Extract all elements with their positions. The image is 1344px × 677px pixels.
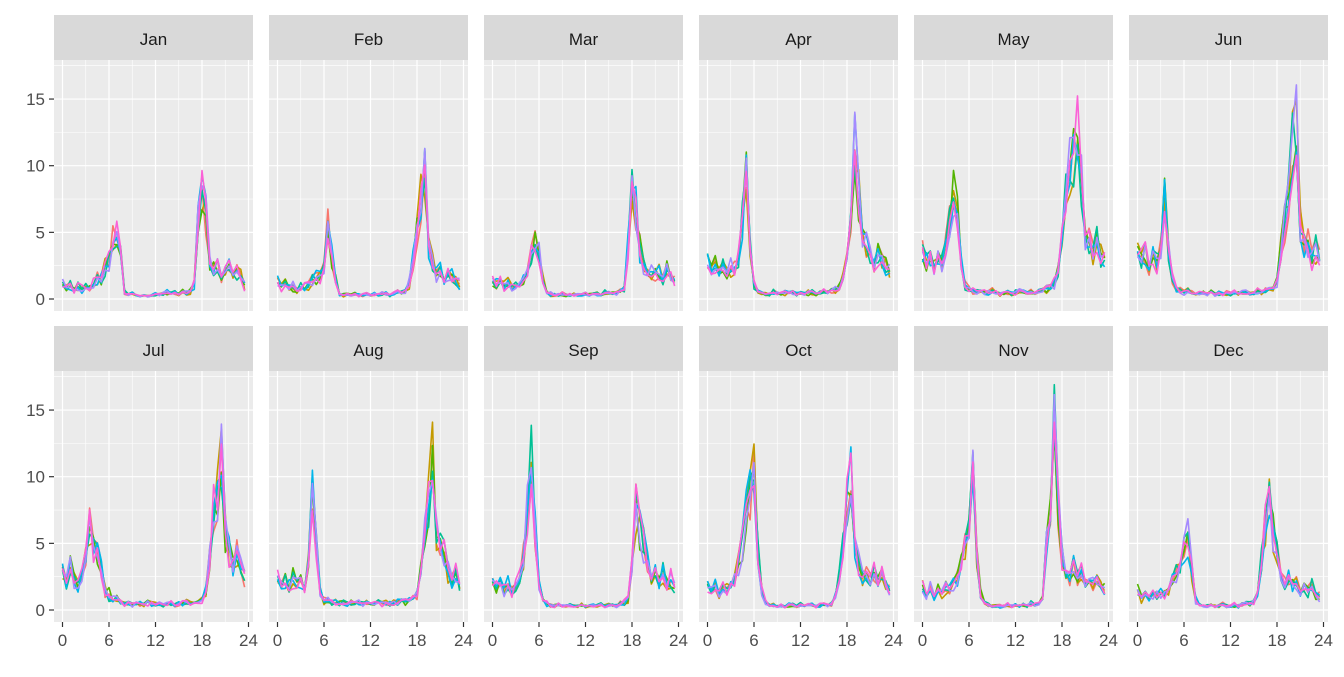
facet-strip xyxy=(914,15,1113,60)
x-tick-label: 18 xyxy=(838,631,857,650)
series-line-7 xyxy=(491,181,676,297)
series-line-7 xyxy=(276,164,461,298)
facet-strip xyxy=(484,326,683,371)
series-line-7 xyxy=(706,150,890,296)
facet-strip-label: Nov xyxy=(998,341,1029,360)
x-tick-label: 24 xyxy=(884,631,903,650)
y-tick-label: 10 xyxy=(26,157,45,176)
x-tick-label: 12 xyxy=(791,631,810,650)
x-tick-label: 18 xyxy=(623,631,642,650)
facet-panel-jul: Jul 0 5 10 15 0 6 12 18 24 xyxy=(26,326,258,650)
x-tick-label: 12 xyxy=(361,631,380,650)
x-tick-label: 24 xyxy=(669,631,688,650)
series-line-5 xyxy=(62,175,246,298)
facet-panel-sep: Sep 0 6 12 18 24 xyxy=(484,326,688,650)
y-tick-label: 0 xyxy=(36,601,45,620)
series-line-7 xyxy=(1136,154,1321,297)
x-tick-label: 6 xyxy=(534,631,543,650)
series-line-6 xyxy=(491,175,676,297)
facet-panel-oct: Oct 0 6 12 18 24 xyxy=(699,326,903,650)
series-line-7 xyxy=(707,452,891,609)
x-tick-label: 24 xyxy=(1314,631,1333,650)
x-tick-label: 12 xyxy=(1221,631,1240,650)
x-tick-label: 6 xyxy=(104,631,113,650)
y-tick-label: 10 xyxy=(26,468,45,487)
x-tick-label: 0 xyxy=(273,631,282,650)
y-tick-label: 5 xyxy=(36,223,45,242)
facet-strip xyxy=(914,326,1113,371)
x-tick-label: 24 xyxy=(454,631,473,650)
facet-strip-label: Apr xyxy=(785,30,812,49)
facet-strip xyxy=(1129,326,1328,371)
facet-strip xyxy=(269,15,468,60)
x-tick-label: 18 xyxy=(1053,631,1072,650)
y-tick-label: 15 xyxy=(26,401,45,420)
facet-panel-may: May xyxy=(914,15,1113,311)
facet-strip-label: Mar xyxy=(569,30,599,49)
facet-panel-jan: Jan 0 5 10 15 xyxy=(26,15,253,311)
facet-strip-label: Jun xyxy=(1215,30,1242,49)
series-line-7 xyxy=(1137,485,1321,609)
facet-panel-mar: Mar xyxy=(484,15,683,311)
x-tick-label: 0 xyxy=(58,631,67,650)
x-tick-label: 24 xyxy=(239,631,258,650)
facet-strip xyxy=(699,326,898,371)
x-tick-label: 12 xyxy=(146,631,165,650)
x-tick-label: 18 xyxy=(1268,631,1287,650)
facet-strip xyxy=(1129,15,1328,60)
facet-strip-label: Dec xyxy=(1213,341,1244,360)
x-tick-label: 0 xyxy=(1133,631,1142,650)
x-tick-label: 24 xyxy=(1099,631,1118,650)
x-tick-label: 12 xyxy=(1006,631,1025,650)
facet-panel-dec: Dec 0 6 12 18 24 xyxy=(1129,326,1333,650)
series-line-5 xyxy=(492,185,675,297)
y-tick-label: 5 xyxy=(36,534,45,553)
y-tick-label: 15 xyxy=(26,90,45,109)
series-line-7 xyxy=(62,169,246,297)
facet-strip xyxy=(699,15,898,60)
series-line-7 xyxy=(921,95,1106,297)
series-line-6 xyxy=(277,147,460,297)
panel-background xyxy=(484,371,683,622)
x-tick-label: 6 xyxy=(749,631,758,650)
x-tick-label: 12 xyxy=(576,631,595,650)
series-line-7 xyxy=(921,421,1106,609)
series-line-7 xyxy=(276,479,461,608)
facet-strip-label: Feb xyxy=(354,30,383,49)
facet-strip xyxy=(54,326,253,371)
facet-strip-label: Oct xyxy=(785,341,812,360)
facet-panel-aug: Aug 0 6 12 18 24 xyxy=(269,326,473,650)
series-line-6 xyxy=(707,461,891,609)
facet-strip xyxy=(484,15,683,60)
facet-panel-jun: Jun xyxy=(1129,15,1328,311)
facet-strip xyxy=(54,15,253,60)
x-tick-label: 18 xyxy=(193,631,212,650)
facet-panel-feb: Feb xyxy=(269,15,468,311)
x-tick-label: 6 xyxy=(319,631,328,650)
series-line-6 xyxy=(921,393,1106,608)
y-tick-label: 0 xyxy=(36,290,45,309)
series-line-7 xyxy=(491,483,676,609)
x-tick-label: 6 xyxy=(1179,631,1188,650)
x-tick-label: 0 xyxy=(703,631,712,650)
facet-strip-label: Jul xyxy=(143,341,165,360)
facet-panel-nov: Nov 0 6 12 18 24 xyxy=(914,326,1118,650)
x-tick-label: 18 xyxy=(408,631,427,650)
facet-strip-label: Sep xyxy=(568,341,598,360)
series-line-7 xyxy=(61,443,246,608)
x-tick-label: 6 xyxy=(964,631,973,650)
facet-strip-label: May xyxy=(997,30,1030,49)
facet-strip xyxy=(269,326,468,371)
x-tick-label: 0 xyxy=(918,631,927,650)
x-tick-label: 0 xyxy=(488,631,497,650)
facet-strip-label: Aug xyxy=(353,341,383,360)
facet-strip-label: Jan xyxy=(140,30,167,49)
facet-panel-apr: Apr xyxy=(699,15,898,311)
